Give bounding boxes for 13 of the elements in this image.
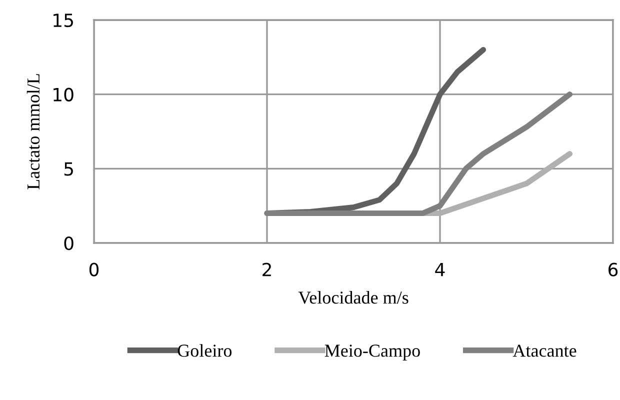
y-tick-label: 10 [54, 88, 74, 102]
x-tick-label: 6 [608, 262, 618, 276]
legend-label: Meio-Campo [324, 344, 420, 360]
y-tick-label: 0 [64, 236, 74, 250]
y-tick-label: 15 [54, 14, 73, 28]
x-tick-label: 2 [262, 262, 271, 276]
y-axis-title: Lactato mmol/L [26, 74, 40, 190]
legend-label: Goleiro [178, 344, 232, 357]
y-tick-label: 5 [64, 162, 73, 176]
legend-label: Atacante [512, 344, 576, 357]
x-tick-label: 4 [435, 263, 445, 276]
x-tick-label: 0 [89, 262, 99, 276]
x-axis-title: Velocidade m/s [298, 291, 408, 304]
